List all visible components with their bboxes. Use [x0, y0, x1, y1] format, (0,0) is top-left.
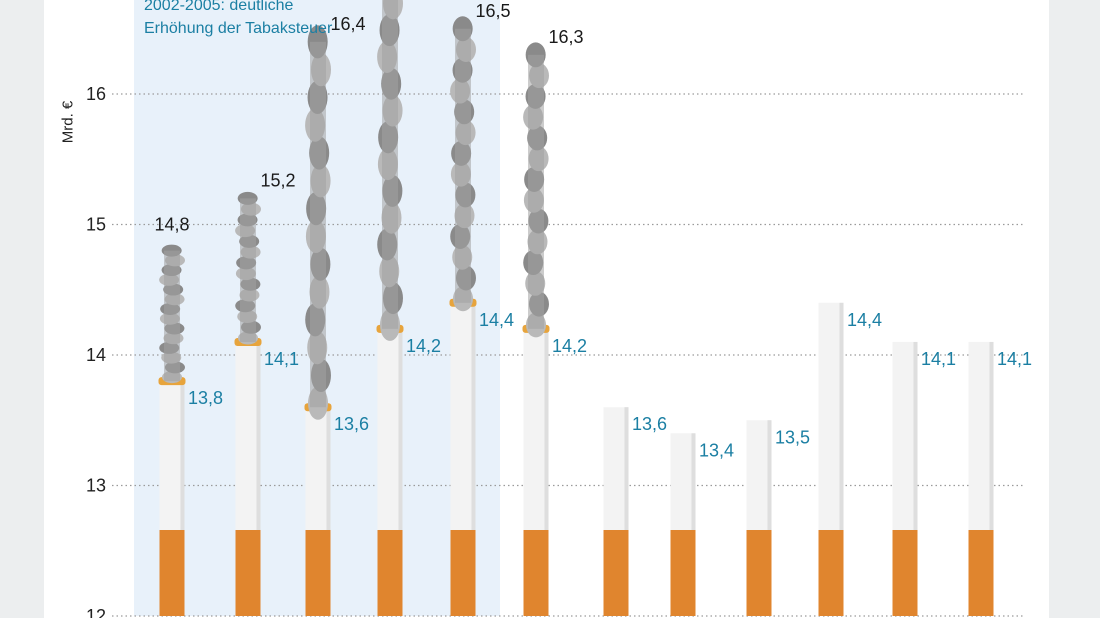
cigarette-filter	[377, 530, 403, 616]
total-value-label: 16,3	[548, 27, 583, 47]
annotation-line-2: Erhöhung der Tabaksteuer	[144, 20, 333, 37]
y-tick-label: 16	[86, 84, 106, 104]
cigarette-filter	[450, 530, 476, 616]
ash-core	[310, 41, 326, 408]
cigarette-filter	[523, 530, 549, 616]
total-value-label: 16,4	[330, 14, 365, 34]
cigarette-shade	[398, 328, 403, 530]
net-value-label: 13,6	[334, 414, 369, 434]
cigarette-shade	[180, 381, 185, 530]
cigarette-shade	[256, 341, 261, 530]
y-tick-label: 12	[86, 606, 106, 618]
cigarette-paper	[235, 341, 261, 530]
ash-core	[382, 0, 398, 329]
cigarette-paper	[603, 407, 629, 530]
ash-core	[528, 54, 544, 329]
cigarette-filter	[968, 530, 994, 616]
cigarette-shade	[839, 302, 844, 530]
cigarette-filter	[603, 530, 629, 616]
net-value-label: 13,4	[699, 440, 734, 460]
cigarette-paper	[523, 328, 549, 530]
cigarette-shade	[471, 302, 476, 530]
cigarette-filter	[746, 530, 772, 616]
cigarette-paper	[305, 407, 331, 530]
net-value-label: 14,4	[479, 310, 514, 330]
y-tick-label: 15	[86, 215, 106, 235]
y-tick-label: 14	[86, 345, 106, 365]
ash-core	[455, 28, 471, 303]
total-value-label: 15,2	[260, 170, 295, 190]
cigarette-paper	[670, 433, 696, 530]
cigarette-paper	[450, 302, 476, 530]
cigarette-shade	[544, 328, 549, 530]
cigarette-paper	[746, 420, 772, 530]
cigarette-paper	[159, 381, 185, 530]
cigarette-paper	[377, 328, 403, 530]
cigarette-paper	[892, 341, 918, 530]
total-value-label: 16,5	[475, 1, 510, 21]
y-axis-label: Mrd. €	[59, 100, 77, 144]
cigarette-paper	[968, 341, 994, 530]
total-value-label: 14,8	[154, 215, 189, 235]
cigarette-paper	[818, 302, 844, 530]
cigarette-filter	[305, 530, 331, 616]
ash-core	[164, 250, 180, 382]
net-value-label: 13,8	[188, 388, 223, 408]
net-value-label: 14,2	[406, 336, 441, 356]
cigarette-filter	[235, 530, 261, 616]
cigarette-shade	[624, 407, 629, 530]
cigarette-shade	[913, 341, 918, 530]
tax-increase-annotation: 2002-2005: deutliche Erhöhung der Tabaks…	[144, 0, 332, 40]
net-value-label: 14,1	[264, 349, 299, 369]
ash-core	[240, 198, 256, 342]
net-value-label: 14,2	[552, 336, 587, 356]
net-value-label: 14,1	[921, 349, 956, 369]
net-value-label: 13,5	[775, 427, 810, 447]
net-value-label: 14,4	[847, 310, 882, 330]
y-tick-label: 13	[86, 476, 106, 496]
cigarette-filter	[159, 530, 185, 616]
cigarette-filter	[818, 530, 844, 616]
cigarette-shade	[767, 420, 772, 530]
cigarette-filter	[670, 530, 696, 616]
cigarette-shade	[989, 341, 994, 530]
net-value-label: 13,6	[632, 414, 667, 434]
annotation-line-1: 2002-2005: deutliche	[144, 0, 294, 14]
cigarette-shade	[691, 433, 696, 530]
cigarette-filter	[892, 530, 918, 616]
net-value-label: 14,1	[997, 349, 1032, 369]
cigarette-shade	[326, 407, 331, 530]
